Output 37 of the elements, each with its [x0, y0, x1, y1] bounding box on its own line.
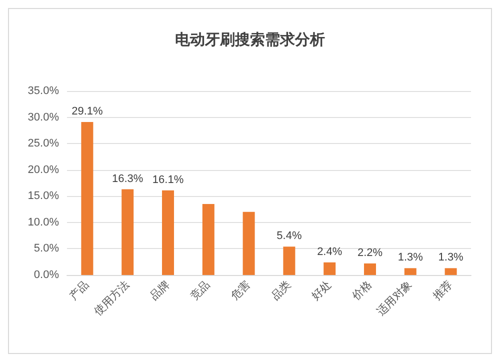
- x-tick-label: 推荐: [430, 278, 456, 303]
- bar: [364, 263, 376, 275]
- y-tick-label: 25.0%: [28, 138, 60, 150]
- data-label: 2.2%: [357, 246, 383, 259]
- x-tick-label: 竞品: [188, 278, 213, 303]
- bar: [242, 212, 255, 275]
- bar: [283, 246, 296, 275]
- x-tick-label: 适用对象: [374, 278, 415, 318]
- data-label: 16.1%: [152, 174, 184, 186]
- y-tick-label: 0.0%: [34, 269, 60, 281]
- x-tick-label: 产品: [66, 278, 92, 303]
- bar: [324, 262, 336, 275]
- x-tick-label: 好处: [309, 278, 334, 303]
- bar: [444, 268, 457, 275]
- y-tick-label: 15.0%: [28, 190, 60, 202]
- bar: [162, 190, 174, 275]
- x-tick-label: 使用方法: [92, 278, 132, 318]
- bar: [202, 204, 214, 275]
- bar: [81, 122, 94, 275]
- chart-title: 电动牙刷搜索需求分析: [175, 30, 325, 48]
- y-tick-label: 5.0%: [34, 242, 60, 255]
- y-tick-label: 10.0%: [28, 216, 60, 228]
- y-tick-label: 20.0%: [28, 164, 60, 176]
- data-label: 29.1%: [72, 106, 104, 118]
- bar: [122, 189, 134, 275]
- x-tick-label: 危害: [228, 278, 254, 303]
- y-tick-label: 30.0%: [28, 111, 60, 124]
- data-label: 1.3%: [398, 252, 424, 264]
- data-label: 16.3%: [112, 172, 144, 185]
- bar: [404, 268, 416, 275]
- x-tick-label: 品类: [268, 278, 294, 303]
- y-tick-label: 35.0%: [28, 85, 60, 97]
- x-tick-label: 品牌: [148, 278, 172, 303]
- x-tick-label: 价格: [349, 278, 374, 304]
- data-label: 1.3%: [438, 252, 464, 264]
- data-label: 5.4%: [276, 230, 302, 242]
- data-label: 2.4%: [317, 246, 342, 258]
